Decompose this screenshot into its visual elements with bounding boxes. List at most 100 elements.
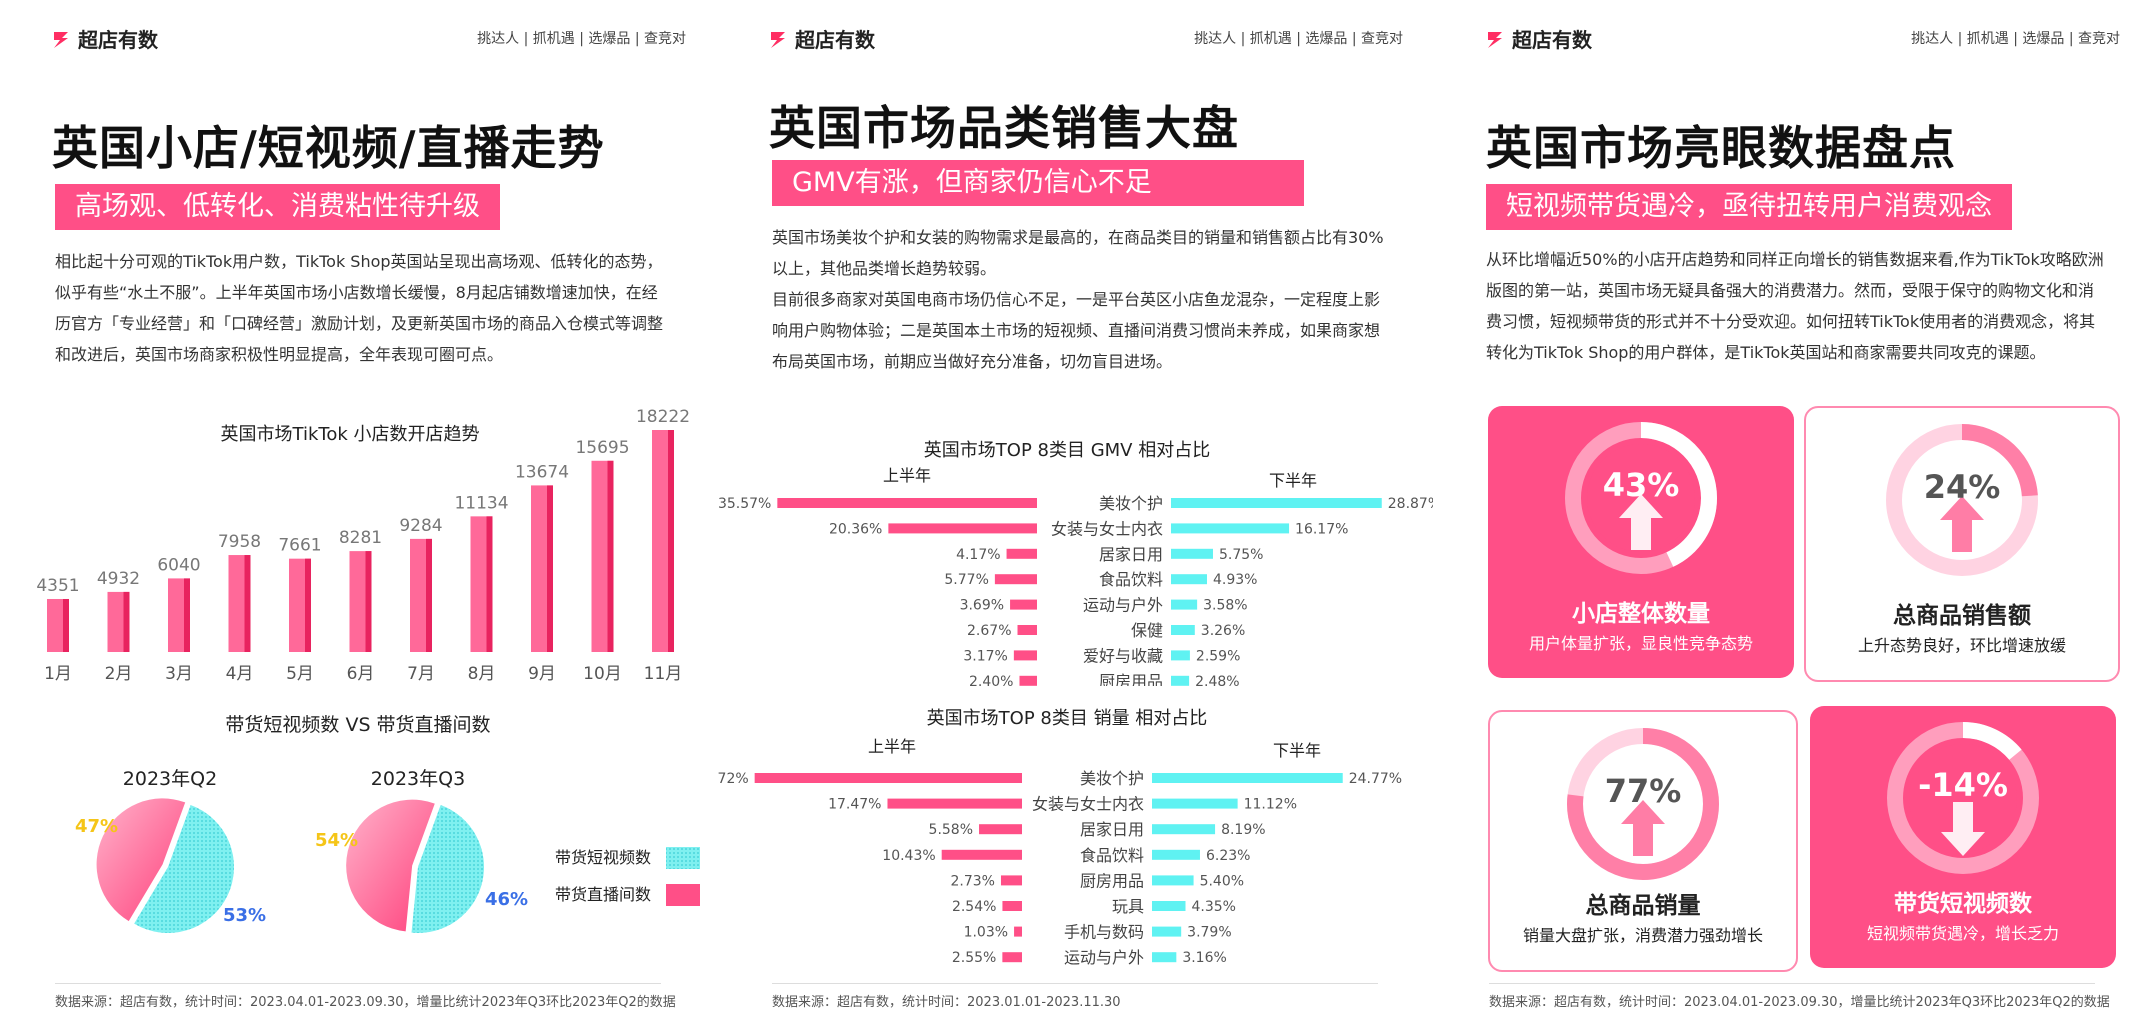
gmv-left-bar-5 bbox=[1010, 599, 1037, 610]
brand-name: 超店有数 bbox=[78, 28, 158, 52]
bar-value-10: 15695 bbox=[575, 438, 629, 458]
page-title: 英国市场品类销售大盘 bbox=[769, 101, 1239, 155]
gmv-right-bar-8 bbox=[1171, 675, 1190, 686]
bar-value-2: 4932 bbox=[97, 569, 140, 589]
legend-live-label: 带货直播间数 bbox=[555, 885, 651, 904]
arrow-down-icon bbox=[1941, 802, 1985, 856]
vol-right-bar-4 bbox=[1152, 849, 1200, 860]
bar-category-11: 11月 bbox=[644, 664, 683, 684]
gmv-left-bar-4 bbox=[994, 574, 1037, 585]
vol-left-value-1: 34.72% bbox=[717, 771, 749, 787]
gmv-left-bar-7 bbox=[1013, 650, 1037, 661]
gmv-left-label: 上半年 bbox=[883, 466, 931, 485]
gmv-left-value-3: 4.17% bbox=[956, 547, 1000, 563]
footer-source: 数据来源：超店有数，统计时间：2023.01.01-2023.11.30 bbox=[772, 995, 1121, 1010]
pie-q2-title: 2023年Q2 bbox=[123, 768, 217, 790]
volume-butterfly-chart: 英国市场TOP 8类目 销量 相对占比 上半年 下半年 34.72% 24.77%… bbox=[717, 708, 1402, 967]
bar-shade-9 bbox=[547, 485, 553, 652]
footer-source: 数据来源：超店有数，统计时间：2023.04.01-2023.09.30，增量比… bbox=[1489, 995, 2110, 1010]
vol-left-value-3: 5.58% bbox=[929, 822, 973, 838]
vol-left-bar-6 bbox=[1002, 901, 1022, 911]
vol-right-value-5: 5.40% bbox=[1200, 873, 1244, 889]
vol-category-7: 手机与数码 bbox=[1064, 923, 1144, 942]
pie1-label-video: 53% bbox=[223, 905, 266, 926]
bar-shade-1 bbox=[63, 598, 69, 652]
brand-logo[interactable]: 超店有数 bbox=[1484, 24, 1592, 53]
bar-category-6: 6月 bbox=[347, 664, 375, 684]
bar-category-5: 5月 bbox=[286, 664, 314, 684]
bar-value-4: 7958 bbox=[218, 532, 261, 552]
gmv-left-bar-3 bbox=[1006, 548, 1037, 559]
volume-chart-title: 英国市场TOP 8类目 销量 相对占比 bbox=[927, 708, 1208, 729]
footer-divider bbox=[55, 983, 661, 984]
bar-value-6: 8281 bbox=[339, 528, 382, 548]
ring-progress bbox=[1886, 424, 2038, 576]
gmv-right-bar-2 bbox=[1171, 523, 1290, 534]
bar-category-4: 4月 bbox=[226, 664, 254, 684]
stat-value-4: -14% bbox=[1918, 766, 2008, 804]
gmv-right-value-6: 3.26% bbox=[1201, 623, 1245, 639]
stat-value-2: 24% bbox=[1924, 468, 2001, 506]
footer-source: 数据来源：超店有数，统计时间：2023.04.01-2023.09.30，增量比… bbox=[55, 995, 676, 1010]
vol-left-bar-1 bbox=[754, 773, 1022, 783]
gmv-right-bar-3 bbox=[1171, 548, 1213, 559]
shop-trend-bar-chart: 英国市场TikTok 小店数开店趋势 4351 1月 4932 2月 6040 3月 795… bbox=[36, 407, 690, 684]
gmv-right-value-5: 3.58% bbox=[1203, 598, 1247, 614]
gmv-right-value-1: 28.87% bbox=[1388, 496, 1433, 512]
panel-shop-trend: 超店有数 挑达人 | 抓机遇 | 选爆品 | 查竞对 英国小店/短视频/直播走势… bbox=[0, 0, 716, 1024]
gmv-category-1: 美妆个护 bbox=[1099, 494, 1163, 513]
stat-title-1: 小店整体数量 bbox=[1572, 601, 1710, 627]
gmv-left-bar-6 bbox=[1017, 625, 1037, 635]
brand-logo[interactable]: 超店有数 bbox=[767, 24, 875, 53]
brand-name: 超店有数 bbox=[1512, 28, 1592, 52]
top-nav[interactable]: 挑达人 | 抓机遇 | 选爆品 | 查竞对 bbox=[1194, 31, 1403, 47]
gmv-right-value-2: 16.17% bbox=[1295, 521, 1348, 537]
pie1-label-live: 47% bbox=[75, 816, 118, 837]
stat-title-4: 带货短视频数 bbox=[1894, 891, 2032, 917]
gmv-right-label: 下半年 bbox=[1269, 471, 1317, 490]
arrow-up-icon bbox=[1940, 496, 1984, 552]
subtitle-banner: 高场观、低转化、消费粘性待升级 bbox=[55, 184, 500, 230]
panel-highlight-data: 超店有数 挑达人 | 抓机遇 | 选爆品 | 查竞对 英国市场亮眼数据盘点 短视… bbox=[1434, 0, 2150, 1024]
top-nav[interactable]: 挑达人 | 抓机遇 | 选爆品 | 查竞对 bbox=[1911, 31, 2120, 47]
gmv-left-value-4: 5.77% bbox=[944, 572, 988, 588]
footer-divider bbox=[1489, 983, 2095, 984]
gmv-right-value-7: 2.59% bbox=[1196, 648, 1240, 664]
bar-category-9: 9月 bbox=[528, 664, 556, 684]
bar-category-10: 10月 bbox=[583, 664, 622, 684]
pie1-slice-video bbox=[134, 805, 234, 933]
vol-right-value-8: 3.16% bbox=[1182, 950, 1226, 966]
brand-logo[interactable]: 超店有数 bbox=[50, 24, 158, 53]
gmv-left-value-5: 3.69% bbox=[960, 598, 1004, 614]
vol-left-bar-7 bbox=[1014, 926, 1022, 937]
stat-card-2: 24% 总商品销售额 上升态势良好，环比增速放缓 bbox=[1804, 406, 2120, 682]
arrow-up-icon bbox=[1619, 494, 1663, 550]
vol-right-bar-2 bbox=[1152, 798, 1238, 809]
top-nav[interactable]: 挑达人 | 抓机遇 | 选爆品 | 查竞对 bbox=[477, 31, 686, 47]
vol-category-6: 玩具 bbox=[1112, 897, 1144, 916]
gmv-left-value-8: 2.40% bbox=[969, 674, 1013, 686]
gmv-left-bar-1 bbox=[777, 498, 1037, 508]
gmv-butterfly-chart: 英国市场TOP 8类目 GMV 相对占比 上半年 下半年 35.57% 28.87… bbox=[718, 440, 1433, 686]
vol-category-1: 美妆个护 bbox=[1080, 769, 1144, 788]
gmv-category-2: 女装与女士内衣 bbox=[1051, 519, 1163, 538]
gmv-left-value-2: 20.36% bbox=[829, 521, 882, 537]
panel-category-sales: 超店有数 挑达人 | 抓机遇 | 选爆品 | 查竞对 英国市场品类销售大盘 GM… bbox=[717, 0, 1433, 1024]
intro-text-2: 目前很多商家对英国电商市场仍信心不足，一是平台英区小店鱼龙混杂，一定程度上影响用… bbox=[772, 290, 1381, 371]
stat-ring-2: 24% bbox=[1886, 424, 2038, 576]
gmv-chart-title: 英国市场TOP 8类目 GMV 相对占比 bbox=[924, 440, 1210, 461]
gmv-category-6: 保健 bbox=[1131, 621, 1163, 640]
brand-logo-icon bbox=[771, 31, 785, 48]
vol-right-bar-8 bbox=[1152, 952, 1177, 963]
vol-right-value-1: 24.77% bbox=[1349, 771, 1402, 787]
vol-category-8: 运动与户外 bbox=[1064, 948, 1144, 967]
page-title: 英国小店/短视频/直播走势 bbox=[52, 121, 605, 175]
volume-left-label: 上半年 bbox=[868, 737, 916, 756]
vol-right-value-3: 8.19% bbox=[1221, 822, 1265, 838]
bar-value-9: 13674 bbox=[515, 462, 569, 482]
pie1-slice-live bbox=[96, 798, 186, 922]
gmv-right-value-8: 2.48% bbox=[1195, 674, 1239, 686]
pie-comparison: 2023年Q2 2023年Q3 带货短视频数 带货直播间数 47% 53% 54% 4… bbox=[75, 768, 700, 933]
gmv-right-value-4: 4.93% bbox=[1213, 572, 1257, 588]
vol-right-bar-6 bbox=[1152, 901, 1186, 911]
